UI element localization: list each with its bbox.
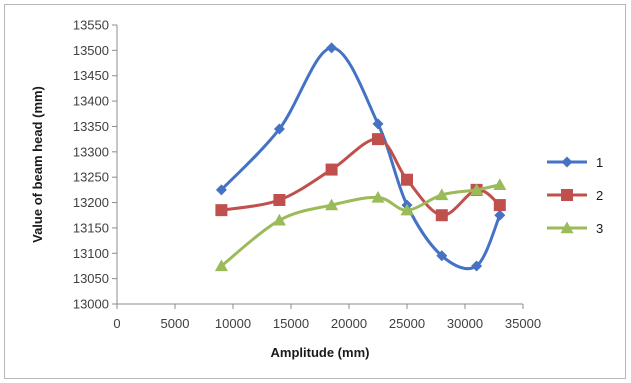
y-tick-label: 13300 — [73, 144, 109, 159]
plot-area: 13000 13050 13100 13150 13200 13250 13300 13350… — [73, 18, 541, 332]
series-2-point — [493, 199, 506, 212]
x-tick-label: 15000 — [273, 316, 309, 331]
y-tick-label: 13450 — [73, 68, 109, 83]
series-2-line — [219, 137, 502, 217]
series-1-point — [494, 209, 506, 221]
y-tick-label: 13200 — [73, 195, 109, 210]
y-tick-label: 13400 — [73, 94, 109, 109]
series-3-point — [493, 178, 507, 190]
series-2-point — [401, 173, 413, 186]
series-3-point — [371, 190, 385, 203]
chart-area-border — [4, 4, 626, 379]
y-tick-label: 13500 — [73, 43, 109, 58]
series-1-line — [219, 46, 502, 271]
series-3-point — [470, 183, 484, 196]
series-1-point — [326, 42, 338, 54]
y-tick-label: 13050 — [73, 271, 109, 286]
series-3-point — [214, 259, 228, 272]
y-tick-label: 13250 — [73, 170, 109, 185]
series-1-point — [372, 118, 384, 130]
series-3-point — [400, 203, 414, 216]
y-tick-label: 13100 — [73, 246, 109, 261]
legend-series-1-marker — [561, 156, 573, 168]
y-tick-label: 13550 — [73, 18, 109, 33]
series-2-point — [435, 209, 448, 222]
series-2-point — [325, 163, 338, 176]
legend-series-1-label: 1 — [596, 155, 603, 170]
series-1-point — [436, 250, 448, 262]
x-axis-title: Amplitude (mm) — [271, 345, 370, 360]
series-2-point — [215, 204, 228, 217]
legend-series-3-label: 3 — [596, 221, 603, 236]
legend-series-3-marker — [560, 221, 574, 234]
x-tick-label: 10000 — [215, 316, 251, 331]
x-tick-label: 0 — [113, 316, 120, 331]
y-tick-label: 13350 — [73, 119, 109, 134]
series-3-point — [325, 198, 339, 211]
x-tick-label: 35000 — [505, 316, 541, 331]
legend: 1 2 3 — [547, 155, 603, 236]
y-tick-label: 13000 — [73, 297, 109, 312]
x-tick-label: 5000 — [161, 316, 190, 331]
series-1-point — [273, 123, 285, 135]
series-3-point — [272, 213, 286, 226]
x-tick-label: 30000 — [447, 316, 483, 331]
legend-series-2-marker — [561, 189, 573, 201]
y-tick-label: 13150 — [73, 220, 109, 235]
series-2-point — [372, 133, 384, 146]
series-2-point — [273, 194, 286, 207]
series-1-point — [215, 184, 227, 196]
series-1-point — [471, 260, 483, 272]
series-3-line — [219, 183, 502, 268]
x-tick-label: 25000 — [389, 316, 425, 331]
x-tick-label: 20000 — [331, 316, 367, 331]
series-3-point — [435, 188, 449, 201]
y-axis-title: Value of beam head (mm) — [30, 86, 45, 243]
legend-series-2-label: 2 — [596, 188, 603, 203]
